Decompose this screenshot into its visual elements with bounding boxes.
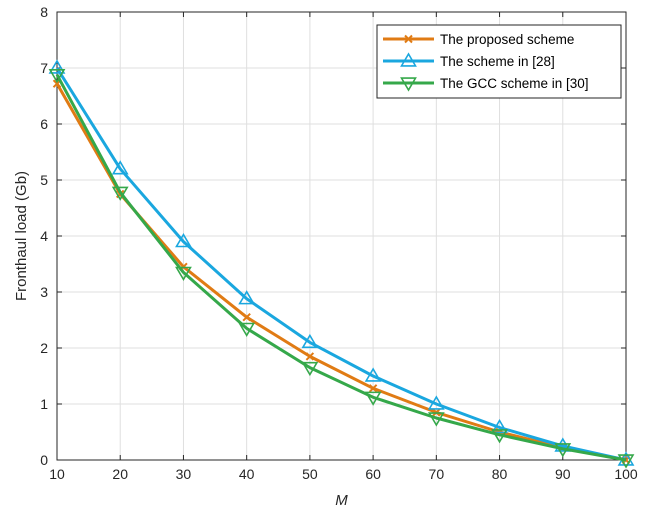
data-point [238, 322, 256, 337]
data-point [305, 352, 315, 361]
legend-item: The scheme in [28] [383, 52, 555, 69]
data-point [242, 312, 251, 322]
y-tick-label: 0 [40, 452, 48, 468]
data-point [491, 429, 508, 444]
x-tick-labels: 10 20 30 40 50 60 70 80 90 100 [49, 466, 638, 482]
y-tick-labels: 0 1 2 3 4 5 6 7 8 [40, 4, 48, 468]
data-point [301, 361, 319, 377]
legend-item: The proposed scheme [383, 32, 574, 47]
data-point [364, 367, 382, 382]
data-point [491, 418, 508, 434]
data-point [617, 454, 635, 469]
y-tick-label: 5 [40, 172, 48, 188]
x-tick-label: 10 [49, 466, 65, 482]
data-point [238, 290, 256, 305]
data-point [175, 233, 192, 248]
series-line [55, 67, 627, 462]
legend-label: The GCC scheme in [30] [440, 76, 589, 91]
series-3 [48, 69, 635, 469]
data-point [554, 437, 572, 452]
x-tick-label: 90 [555, 466, 571, 482]
y-tick-label: 3 [40, 284, 48, 300]
x-tick-label: 80 [492, 466, 508, 482]
x-tick-label: 70 [429, 466, 445, 482]
data-point [111, 186, 129, 201]
legend-marker [404, 34, 413, 44]
x-tick-label: 100 [614, 466, 638, 482]
data-point [48, 69, 66, 84]
legend-label: The proposed scheme [440, 32, 574, 47]
y-tick-label: 2 [40, 340, 48, 356]
y-tick-label: 1 [40, 396, 48, 412]
data-point [175, 266, 192, 281]
x-tick-label: 20 [112, 466, 128, 482]
y-tick-label: 4 [40, 228, 48, 244]
data-point [48, 59, 66, 74]
data-point [368, 384, 378, 393]
data-point [364, 391, 382, 406]
data-point [554, 443, 572, 458]
legend-marker [400, 77, 417, 92]
x-tick-label: 60 [365, 466, 381, 482]
data-point [111, 160, 129, 175]
y-axis-title: Fronthaul load (Gb) [13, 171, 30, 301]
series-2 [48, 59, 635, 466]
plot-frame [56, 11, 627, 461]
series-group [48, 59, 635, 469]
data-point [427, 412, 445, 427]
legend-items: The proposed scheme The scheme in [28] The… [383, 32, 589, 92]
y-tick-label: 8 [40, 4, 48, 20]
legend-marker [400, 52, 417, 67]
y-tick-label: 6 [40, 116, 48, 132]
data-point [427, 395, 445, 410]
legend-item: The GCC scheme in [30] [383, 76, 589, 92]
y-tick-label: 7 [40, 60, 48, 76]
x-tick-label: 30 [176, 466, 192, 482]
x-axis-title: M [335, 492, 348, 509]
legend: The proposed scheme The scheme in [28] The… [376, 24, 622, 99]
x-tick-label: 40 [239, 466, 255, 482]
series-line [55, 74, 627, 462]
data-point [301, 333, 319, 349]
x-tick-label: 50 [302, 466, 318, 482]
legend-label: The scheme in [28] [440, 54, 555, 69]
